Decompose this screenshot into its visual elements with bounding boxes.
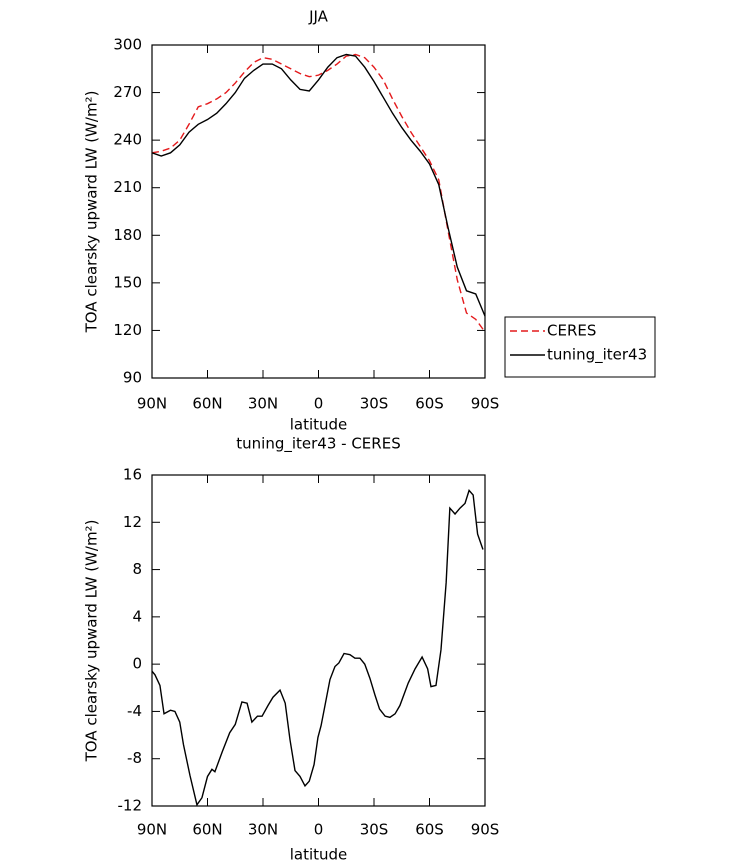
series-line <box>151 488 484 807</box>
series-line <box>151 53 486 317</box>
y-tick-label: 12 <box>123 513 142 531</box>
x-tick-label: 60N <box>192 395 222 413</box>
x-tick-label: 90S <box>471 395 500 413</box>
y-tick-label: -12 <box>118 797 143 815</box>
y-tick-label: 300 <box>113 36 142 54</box>
y-tick-label: 270 <box>113 83 142 101</box>
legend-label: tuning_iter43 <box>547 346 647 365</box>
legend-box <box>504 316 656 378</box>
y-tick-label: 0 <box>132 655 142 673</box>
x-tick-label: 0 <box>314 821 324 839</box>
y-axis-label: TOA clearsky upward LW (W/m²) <box>83 520 101 763</box>
x-tick-label: 30S <box>360 395 389 413</box>
x-tick-label: 30S <box>360 821 389 839</box>
x-tick-label: 0 <box>314 395 324 413</box>
x-tick-label: 60S <box>415 395 444 413</box>
x-tick-label: 90N <box>137 395 167 413</box>
legend-label: CERES <box>547 322 596 340</box>
x-axis-label: latitude <box>290 846 348 864</box>
chart-title: tuning_iter43 - CERES <box>236 435 400 454</box>
y-tick-label: 210 <box>113 178 142 196</box>
x-tick-label: 90S <box>471 821 500 839</box>
y-tick-label: 16 <box>123 466 142 484</box>
x-tick-label: 60S <box>415 821 444 839</box>
y-tick-label: 150 <box>113 273 142 291</box>
y-tick-label: -8 <box>127 749 142 767</box>
x-axis-label: latitude <box>290 416 348 434</box>
x-tick-label: 30N <box>248 395 278 413</box>
plot-frame <box>151 474 486 807</box>
y-tick-label: 240 <box>113 131 142 149</box>
x-tick-label: 60N <box>192 821 222 839</box>
y-axis-label: TOA clearsky upward LW (W/m²) <box>83 91 101 334</box>
y-tick-label: 4 <box>132 607 142 625</box>
series-line <box>151 53 486 333</box>
y-tick-label: 180 <box>113 226 142 244</box>
x-tick-label: 30N <box>248 821 278 839</box>
chart-title: JJA <box>308 8 329 26</box>
y-tick-label: -4 <box>127 702 142 720</box>
plot-frame <box>151 44 486 379</box>
y-tick-label: 8 <box>132 560 142 578</box>
x-tick-label: 90N <box>137 821 167 839</box>
y-tick-label: 90 <box>123 369 142 387</box>
y-tick-label: 120 <box>113 321 142 339</box>
